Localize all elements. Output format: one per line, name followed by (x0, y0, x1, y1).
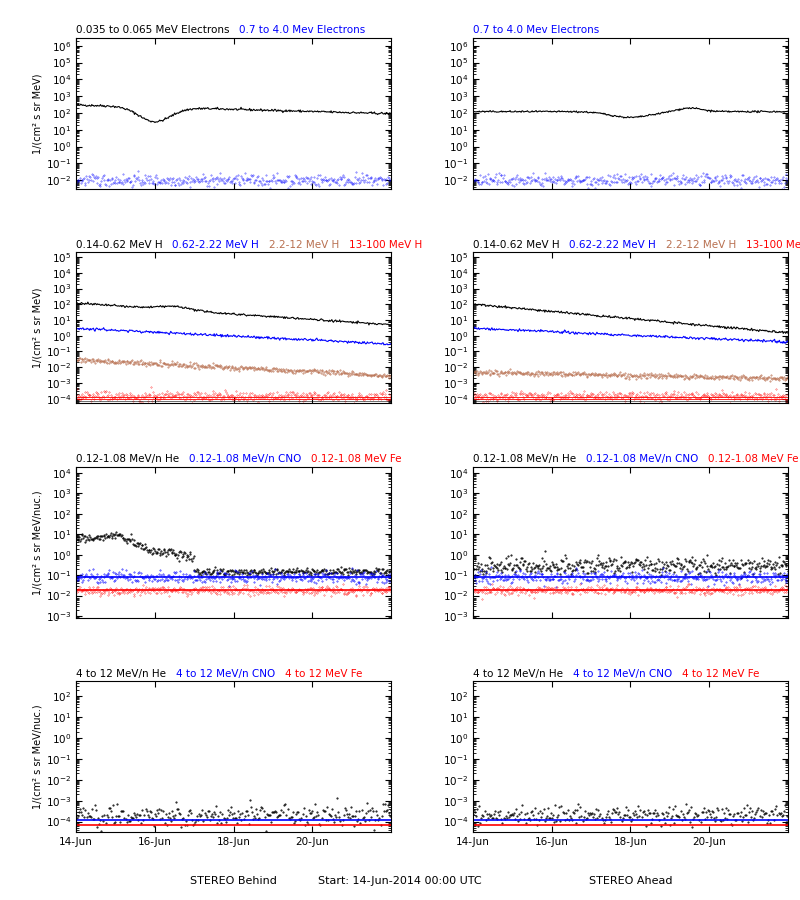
Text: Start: 14-Jun-2014 00:00 UTC: Start: 14-Jun-2014 00:00 UTC (318, 876, 482, 886)
Text: 0.12-1.08 MeV/n He: 0.12-1.08 MeV/n He (76, 454, 189, 464)
Text: 0.62-2.22 MeV H: 0.62-2.22 MeV H (172, 239, 269, 250)
Y-axis label: 1/(cm² s sr MeV): 1/(cm² s sr MeV) (33, 288, 42, 368)
Text: 13-100 MeV H: 13-100 MeV H (349, 239, 422, 250)
Text: 0.7 to 4.0 Mev Electrons: 0.7 to 4.0 Mev Electrons (473, 25, 599, 35)
Text: 0.14-0.62 MeV H: 0.14-0.62 MeV H (76, 239, 172, 250)
Text: 0.12-1.08 MeV/n He: 0.12-1.08 MeV/n He (473, 454, 586, 464)
Text: 0.12-1.08 MeV/n CNO: 0.12-1.08 MeV/n CNO (586, 454, 708, 464)
Text: 0.12-1.08 MeV/n CNO: 0.12-1.08 MeV/n CNO (189, 454, 311, 464)
Text: STEREO Ahead: STEREO Ahead (589, 876, 672, 886)
Text: 2.2-12 MeV H: 2.2-12 MeV H (666, 239, 746, 250)
Text: 4 to 12 MeV Fe: 4 to 12 MeV Fe (682, 669, 759, 679)
Y-axis label: 1/(cm² s sr MeV/nuc.): 1/(cm² s sr MeV/nuc.) (33, 705, 42, 809)
Text: 4 to 12 MeV/n CNO: 4 to 12 MeV/n CNO (573, 669, 682, 679)
Y-axis label: 1/(cm² s sr MeV/nuc.): 1/(cm² s sr MeV/nuc.) (33, 491, 43, 595)
Text: 4 to 12 MeV Fe: 4 to 12 MeV Fe (285, 669, 362, 679)
Text: 0.14-0.62 MeV H: 0.14-0.62 MeV H (473, 239, 570, 250)
Text: 0.035 to 0.065 MeV Electrons: 0.035 to 0.065 MeV Electrons (76, 25, 239, 35)
Y-axis label: 1/(cm² s sr MeV): 1/(cm² s sr MeV) (33, 73, 43, 154)
Text: 0.12-1.08 MeV Fe: 0.12-1.08 MeV Fe (311, 454, 402, 464)
Text: 4 to 12 MeV/n He: 4 to 12 MeV/n He (76, 669, 176, 679)
Text: 0.12-1.08 MeV Fe: 0.12-1.08 MeV Fe (708, 454, 798, 464)
Text: STEREO Behind: STEREO Behind (190, 876, 277, 886)
Text: 0.7 to 4.0 Mev Electrons: 0.7 to 4.0 Mev Electrons (239, 25, 366, 35)
Text: 4 to 12 MeV/n He: 4 to 12 MeV/n He (473, 669, 573, 679)
Text: 2.2-12 MeV H: 2.2-12 MeV H (269, 239, 349, 250)
Text: 0.62-2.22 MeV H: 0.62-2.22 MeV H (570, 239, 666, 250)
Text: 13-100 MeV H: 13-100 MeV H (746, 239, 800, 250)
Text: 4 to 12 MeV/n CNO: 4 to 12 MeV/n CNO (176, 669, 285, 679)
